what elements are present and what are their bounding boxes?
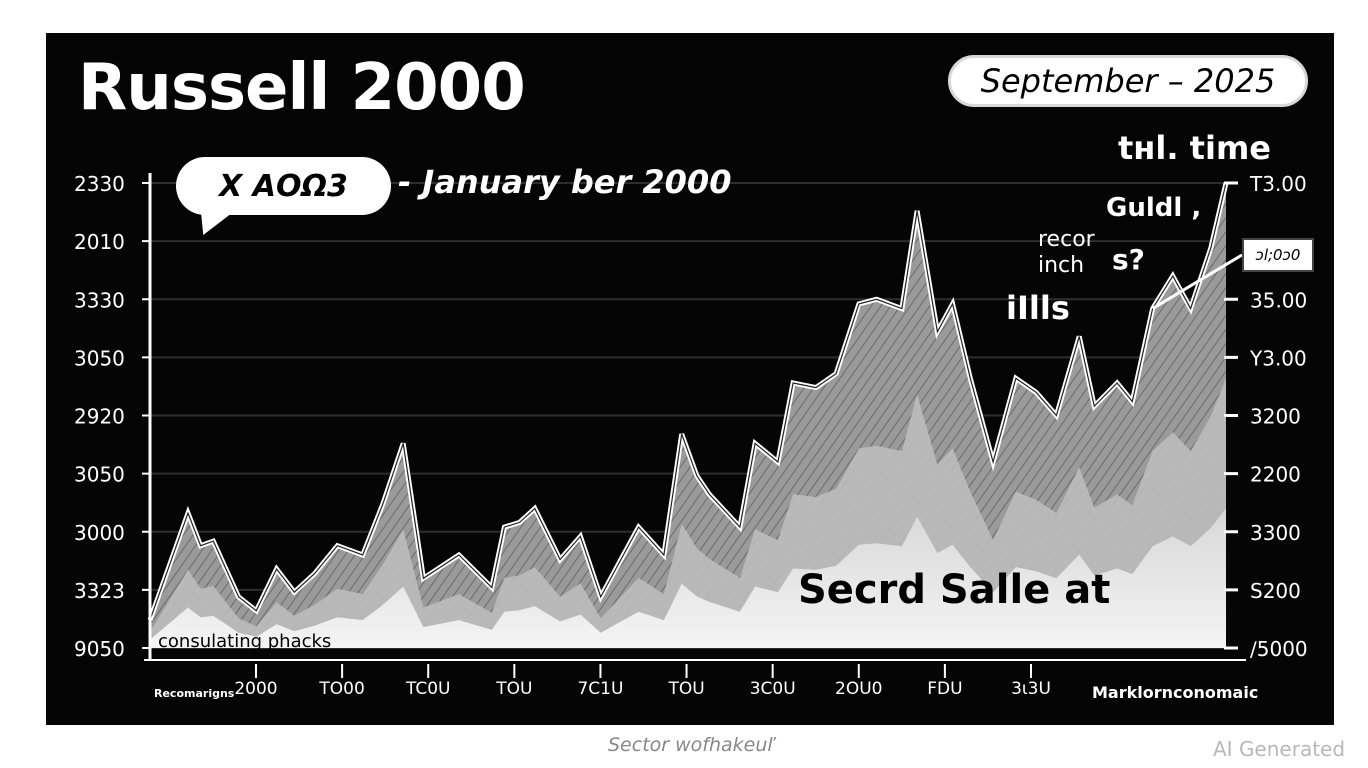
value-callout: ↄl;0ↄ0 (1242, 238, 1314, 272)
x-axis-caption-right: Marklornconomaic (1092, 683, 1259, 702)
x-tick-label: TO00 (318, 679, 364, 699)
y-tick-label-left: 3000 (74, 521, 125, 545)
y-tick-label-right: 35.00 (1250, 288, 1307, 312)
y-tick-label-left: 2330 (74, 172, 125, 196)
chart-plot: 2330 2010 3330 3050 2920 3050 3000 3323 9050 T3.0… (74, 172, 1308, 699)
y-tick-label-right: Y3.00 (1249, 346, 1307, 370)
chart-title: Russell 2000 (78, 51, 526, 125)
y-tick-label-right: ∕5000 (1250, 637, 1308, 661)
subtitle-label: - January ber 2000 (398, 163, 732, 201)
annotation-question: s? (1112, 243, 1145, 276)
annotation-record: recor (1038, 227, 1095, 252)
annotation-guidi: Guldl , (1106, 193, 1202, 223)
x-tick-label: 2OU0 (835, 679, 882, 699)
x-tick-label: 3ι3U (1011, 679, 1051, 699)
x-tick-label: FDU (927, 679, 962, 699)
annotation-ills: iIlls (1006, 289, 1070, 327)
area-fill-light (150, 508, 1226, 648)
x-tick-label: 7C1U (577, 679, 623, 699)
chart-panel: 2330 2010 3330 3050 2920 3050 3000 3323 9050 T3.0… (46, 33, 1334, 725)
x-tick-label: TC0U (405, 679, 451, 699)
watermark: AI Generated (1213, 737, 1346, 761)
annotation-consult: consulating phacks (158, 631, 332, 652)
y-tick-label-right: 3200 (1250, 405, 1301, 429)
annotation-bottom-center: Secrd Salle at (798, 567, 1111, 613)
y-tick-label-right: 3300 (1250, 521, 1301, 545)
annotation-inch: inch (1038, 253, 1085, 278)
tick-labels: 2330 2010 3330 3050 2920 3050 3000 3323 9050 T3.0… (74, 172, 1308, 699)
callout-leader (1151, 253, 1243, 310)
y-tick-label-left: 3323 (74, 579, 125, 603)
annotation-top-right: tнl. time (1118, 129, 1271, 167)
series-line-core (149, 182, 1227, 621)
date-badge: September – 2025 (948, 55, 1308, 107)
speech-bubble: X ΑΟΩ3 (176, 157, 391, 215)
x-axis-caption-left: Recomarigns (154, 687, 235, 700)
area-series (147, 182, 1243, 648)
y-tick-label-left: 3330 (74, 288, 125, 312)
x-tick-label: TOU (495, 679, 532, 699)
y-tick-label-right: S200 (1250, 579, 1301, 603)
y-tick-label-left: 2920 (74, 405, 125, 429)
sector-caption: Sector wofhakeuľ (608, 734, 773, 756)
x-tick-label: 3C0U (750, 679, 796, 699)
x-tick-label: 2000 (234, 679, 277, 699)
y-tick-label-left: 3050 (74, 346, 125, 370)
y-tick-label-left: 3050 (74, 463, 125, 487)
y-tick-label-left: 2010 (74, 230, 125, 254)
y-tick-label-right: T3.00 (1249, 172, 1307, 196)
x-tick-label: TOU (667, 679, 704, 699)
y-tick-label-left: 9050 (74, 637, 125, 661)
y-tick-label-right: 2200 (1250, 463, 1301, 487)
